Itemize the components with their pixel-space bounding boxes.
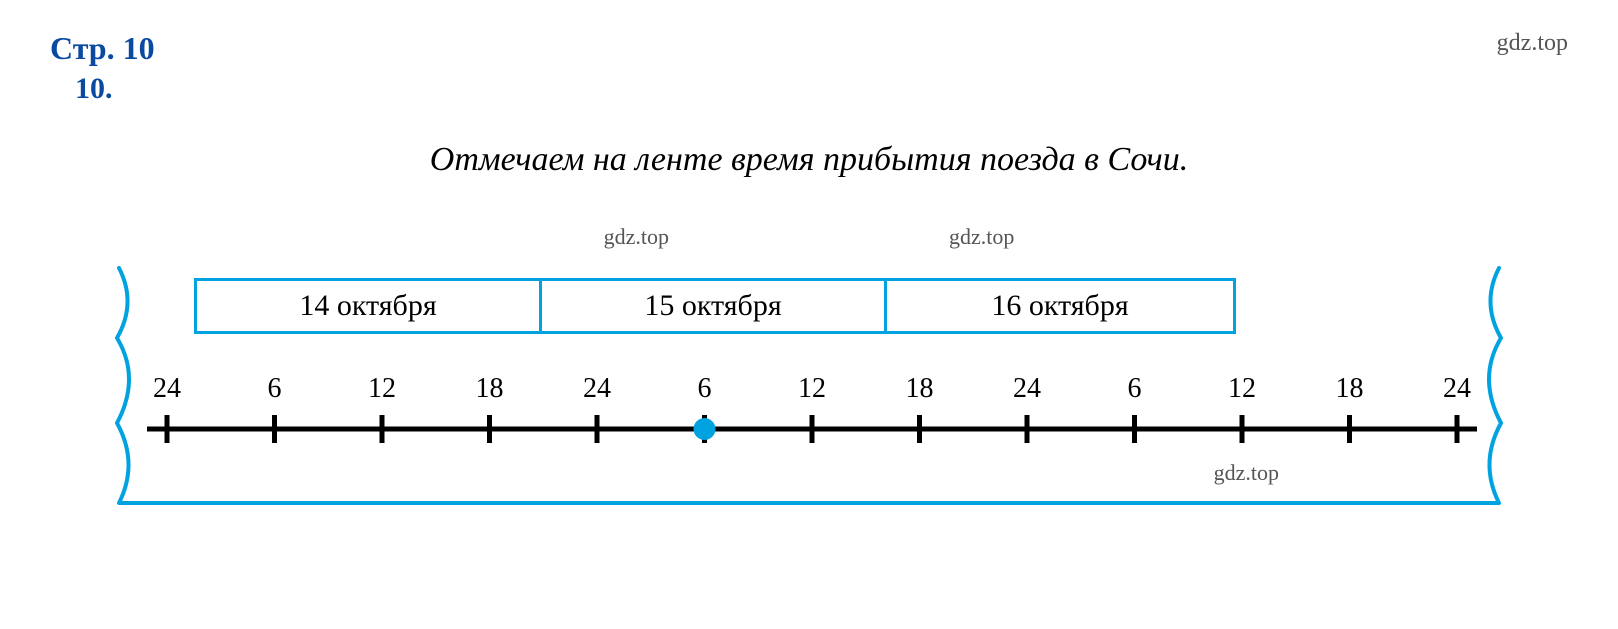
- tick-label: 6: [255, 373, 295, 405]
- item-number: 10.: [75, 72, 1568, 106]
- watermark-mid-left: gdz.top: [604, 224, 669, 250]
- tick-label: 12: [792, 373, 832, 405]
- date-box-3: 16 октября: [887, 278, 1236, 334]
- tick-label: 24: [1437, 373, 1477, 405]
- axis-area: 24 6 12 18 24 6 12 18 24 6 12 18 24: [147, 373, 1477, 459]
- tick-label: 6: [685, 373, 725, 405]
- watermark-bottom: gdz.top: [1214, 460, 1279, 486]
- date-box-1: 14 октября: [194, 278, 542, 334]
- tick-label: 6: [1115, 373, 1155, 405]
- tick-label: 24: [147, 373, 187, 405]
- watermark-mid-right: gdz.top: [949, 224, 1014, 250]
- tick-label: 24: [1007, 373, 1047, 405]
- tick-label: 18: [900, 373, 940, 405]
- tick-label: 12: [1222, 373, 1262, 405]
- timeline-ribbon: 14 октября 15 октября 16 октября 24 6 12…: [109, 258, 1509, 508]
- page-reference: Стр. 10: [50, 30, 155, 67]
- instruction-text: Отмечаем на ленте время прибытия поезда …: [50, 141, 1568, 179]
- watermark-top: gdz.top: [1497, 30, 1568, 57]
- date-boxes-row: 14 октября 15 октября 16 октября: [194, 278, 1236, 334]
- date-box-2: 15 октября: [542, 278, 887, 334]
- tick-labels-row: 24 6 12 18 24 6 12 18 24 6 12 18 24: [147, 373, 1477, 405]
- tick-label: 18: [1330, 373, 1370, 405]
- tick-label: 18: [470, 373, 510, 405]
- tick-label: 24: [577, 373, 617, 405]
- tick-label: 12: [362, 373, 402, 405]
- axis-svg: [147, 409, 1477, 459]
